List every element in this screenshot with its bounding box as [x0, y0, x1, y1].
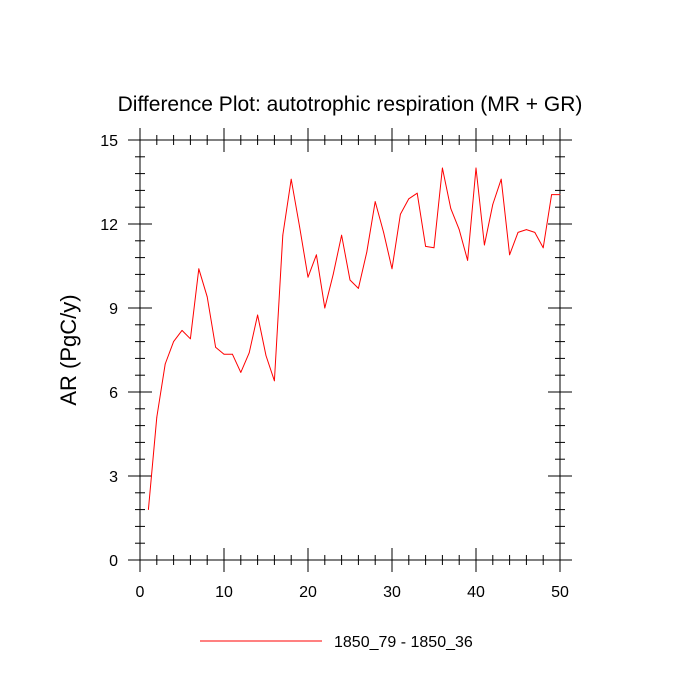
data-point — [206, 296, 208, 298]
data-point — [526, 229, 527, 231]
data-point — [500, 178, 502, 180]
chart-title: Difference Plot: autotrophic respiration… — [118, 93, 583, 116]
y-tick-label: 0 — [109, 553, 118, 570]
data-point — [416, 192, 418, 194]
series-group — [147, 167, 561, 510]
x-tick-label: 50 — [551, 584, 569, 601]
data-point — [299, 226, 300, 228]
data-point — [349, 279, 351, 281]
legend: 1850_79 - 1850_36 — [200, 634, 473, 651]
data-point — [551, 194, 552, 196]
data-point — [324, 307, 326, 309]
data-point — [215, 346, 217, 348]
data-point — [181, 330, 183, 331]
y-tick-label: 12 — [100, 217, 118, 234]
data-point — [240, 372, 242, 373]
data-point — [391, 268, 393, 270]
x-tick-label: 10 — [215, 584, 233, 601]
y-tick-labels: 0 3 6 9 12 15 — [100, 133, 118, 570]
minor-ticks — [135, 135, 565, 565]
data-point — [290, 178, 292, 180]
data-point — [433, 247, 435, 249]
data-point — [358, 288, 359, 289]
data-point — [274, 380, 275, 382]
x-tick-label: 40 — [467, 584, 485, 601]
data-point — [509, 254, 510, 256]
y-tick-label: 15 — [100, 133, 118, 150]
data-point — [257, 314, 258, 316]
major-ticks — [128, 128, 572, 572]
x-tick-label: 0 — [136, 584, 145, 601]
data-point — [164, 363, 166, 365]
data-point — [232, 353, 233, 355]
data-point — [458, 229, 460, 231]
data-point — [559, 194, 561, 196]
data-point — [223, 353, 225, 355]
data-point — [341, 234, 342, 236]
data-point — [332, 274, 334, 275]
y-tick-label: 9 — [109, 301, 118, 318]
y-tick-label: 6 — [109, 385, 118, 402]
x-tick-label: 20 — [299, 584, 317, 601]
data-point — [316, 254, 317, 256]
data-point — [450, 208, 452, 210]
data-point — [492, 204, 494, 205]
data-point — [156, 416, 158, 418]
y-tick-label: 3 — [109, 469, 118, 486]
data-point — [190, 338, 191, 340]
data-point — [484, 244, 485, 246]
data-point — [517, 232, 519, 233]
data-point — [374, 201, 376, 203]
data-point — [467, 260, 468, 261]
x-tick-label: 30 — [383, 584, 401, 601]
data-point — [400, 213, 401, 215]
data-point — [542, 247, 544, 249]
data-point — [198, 268, 200, 270]
data-point — [248, 352, 250, 354]
data-point — [366, 251, 368, 253]
data-point — [425, 246, 426, 247]
data-point — [408, 198, 410, 200]
data-point — [307, 276, 309, 278]
data-point — [173, 341, 175, 342]
data-point — [265, 355, 267, 356]
x-tick-labels: 0 10 20 30 40 50 — [136, 584, 569, 601]
data-point — [282, 234, 284, 236]
data-point — [442, 167, 443, 169]
data-point — [148, 509, 149, 510]
legend-label: 1850_79 - 1850_36 — [334, 634, 473, 651]
y-axis-label: AR (PgC/y) — [56, 294, 81, 405]
plot-frame — [139, 139, 561, 561]
data-point — [534, 232, 536, 233]
series-line — [147, 167, 560, 510]
data-point — [383, 232, 384, 233]
data-point — [475, 167, 477, 169]
